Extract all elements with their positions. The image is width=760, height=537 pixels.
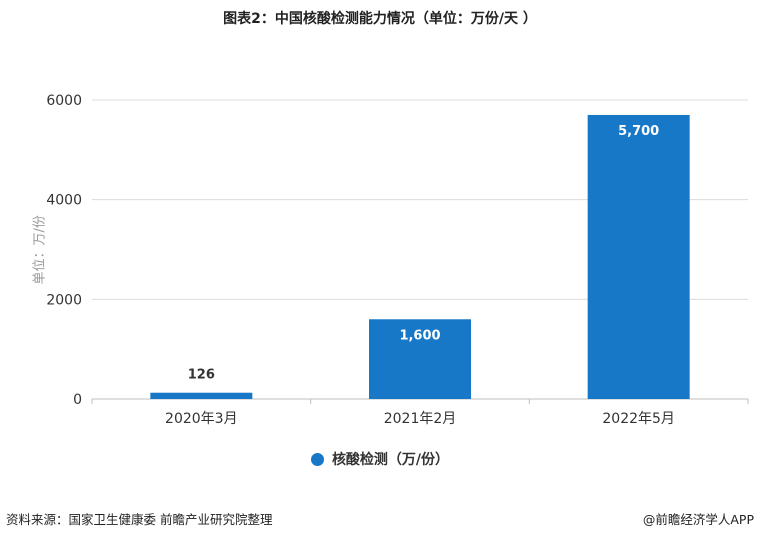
chart-title: 图表2：中国核酸检测能力情况（单位：万份/天 ）	[223, 11, 537, 27]
brand-credit: @前瞻经济学人APP	[642, 512, 754, 527]
bar	[150, 392, 253, 399]
legend: 核酸检测（万/份）	[0, 449, 760, 469]
y-tick-label: 6000	[46, 93, 82, 109]
data-label: 5,700	[618, 124, 659, 139]
y-tick-label: 4000	[46, 193, 82, 209]
legend-marker-icon	[310, 453, 324, 466]
data-label: 1,600	[399, 328, 440, 343]
y-tick-label: 2000	[46, 292, 82, 308]
x-tick-label: 2020年3月	[165, 411, 238, 427]
bar	[369, 319, 471, 399]
data-label: 126	[188, 368, 215, 383]
bar	[587, 114, 690, 399]
legend-label: 核酸检测（万/份）	[331, 452, 450, 468]
x-tick-label: 2022年5月	[602, 411, 675, 427]
y-tick-label: 0	[73, 392, 82, 408]
source-note: 资料来源：国家卫生健康委 前瞻产业研究院整理	[6, 512, 273, 527]
x-tick-label: 2021年2月	[384, 411, 457, 427]
